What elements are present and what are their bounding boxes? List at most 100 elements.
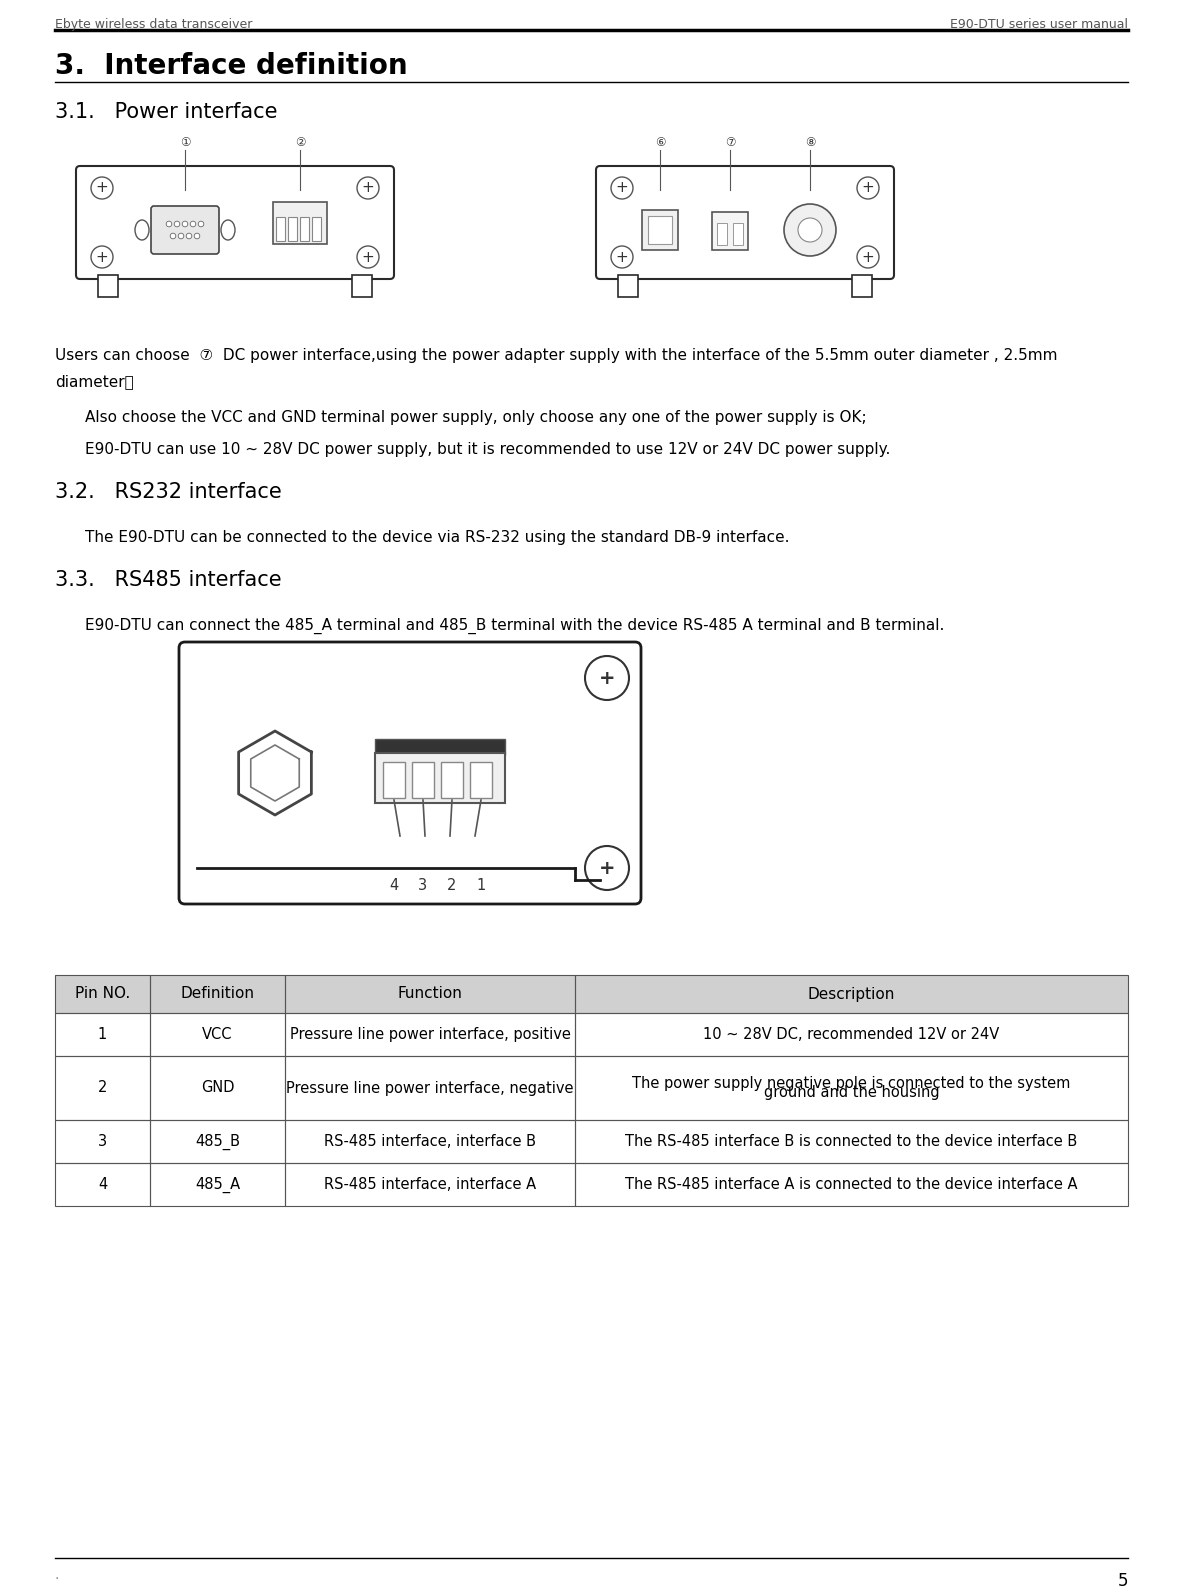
Text: ⑥: ⑥ bbox=[654, 136, 665, 148]
Bar bbox=[375, 753, 505, 803]
Bar bbox=[717, 223, 728, 246]
Text: Also choose the VCC and GND terminal power supply, only choose any one of the po: Also choose the VCC and GND terminal pow… bbox=[85, 410, 867, 425]
Text: VCC: VCC bbox=[202, 1026, 233, 1042]
Bar bbox=[98, 275, 118, 297]
Text: Function: Function bbox=[397, 986, 463, 1002]
Text: 485_A: 485_A bbox=[195, 1176, 240, 1192]
Text: Description: Description bbox=[808, 986, 896, 1002]
Text: 4: 4 bbox=[98, 1176, 108, 1192]
Text: 3.3.   RS485 interface: 3.3. RS485 interface bbox=[54, 570, 282, 591]
Bar bbox=[54, 1013, 150, 1057]
Text: RS-485 interface, interface B: RS-485 interface, interface B bbox=[324, 1135, 536, 1149]
FancyBboxPatch shape bbox=[596, 166, 894, 279]
Bar bbox=[54, 1120, 150, 1163]
Bar bbox=[575, 975, 1129, 1013]
Circle shape bbox=[194, 233, 200, 239]
Bar bbox=[383, 761, 405, 798]
Circle shape bbox=[199, 222, 203, 227]
Text: 3: 3 bbox=[419, 878, 427, 894]
Bar bbox=[150, 1057, 285, 1120]
Circle shape bbox=[856, 177, 879, 200]
Circle shape bbox=[182, 222, 188, 227]
Text: +: + bbox=[861, 249, 874, 265]
Text: Ebyte wireless data transceiver: Ebyte wireless data transceiver bbox=[54, 18, 252, 30]
Ellipse shape bbox=[135, 220, 149, 239]
FancyBboxPatch shape bbox=[76, 166, 394, 279]
Text: 4: 4 bbox=[389, 878, 399, 894]
Bar bbox=[285, 1163, 575, 1207]
Bar bbox=[733, 223, 743, 246]
Bar bbox=[285, 1057, 575, 1120]
Circle shape bbox=[856, 246, 879, 268]
Text: 10 ~ 28V DC, recommended 12V or 24V: 10 ~ 28V DC, recommended 12V or 24V bbox=[704, 1026, 1000, 1042]
Text: E90-DTU can connect the 485_A terminal and 485_B terminal with the device RS-485: E90-DTU can connect the 485_A terminal a… bbox=[85, 618, 944, 634]
Bar bbox=[54, 1163, 150, 1207]
Bar bbox=[575, 1013, 1129, 1057]
Circle shape bbox=[179, 233, 183, 239]
Text: The E90-DTU can be connected to the device via RS-232 using the standard DB-9 in: The E90-DTU can be connected to the devi… bbox=[85, 530, 789, 544]
Bar bbox=[287, 217, 297, 241]
Text: E90-DTU can use 10 ~ 28V DC power supply, but it is recommended to use 12V or 24: E90-DTU can use 10 ~ 28V DC power supply… bbox=[85, 442, 891, 456]
Circle shape bbox=[784, 204, 836, 255]
Text: ⑦: ⑦ bbox=[725, 136, 736, 148]
FancyBboxPatch shape bbox=[179, 642, 641, 903]
Bar bbox=[575, 1163, 1129, 1207]
Text: 3: 3 bbox=[98, 1135, 108, 1149]
Bar bbox=[618, 275, 638, 297]
Text: +: + bbox=[362, 180, 374, 195]
Text: 5: 5 bbox=[1118, 1572, 1129, 1590]
Text: +: + bbox=[615, 249, 628, 265]
Circle shape bbox=[91, 177, 114, 200]
Text: +: + bbox=[861, 180, 874, 195]
Bar bbox=[54, 975, 150, 1013]
Text: The power supply negative pole is connected to the system: The power supply negative pole is connec… bbox=[632, 1076, 1071, 1092]
Text: ②: ② bbox=[295, 136, 305, 148]
Text: 2: 2 bbox=[98, 1080, 108, 1095]
Text: 1: 1 bbox=[477, 878, 486, 894]
Bar bbox=[852, 275, 872, 297]
Text: 1: 1 bbox=[98, 1026, 108, 1042]
Circle shape bbox=[357, 246, 379, 268]
Bar bbox=[150, 975, 285, 1013]
Bar bbox=[273, 203, 327, 244]
Bar bbox=[54, 975, 1129, 1013]
Bar bbox=[285, 1013, 575, 1057]
Text: GND: GND bbox=[201, 1080, 234, 1095]
FancyBboxPatch shape bbox=[151, 206, 219, 254]
Bar bbox=[648, 215, 672, 244]
Bar bbox=[312, 217, 321, 241]
Text: +: + bbox=[615, 180, 628, 195]
Text: Pressure line power interface, negative: Pressure line power interface, negative bbox=[286, 1080, 574, 1095]
Text: ·: · bbox=[54, 1572, 59, 1586]
Text: +: + bbox=[599, 859, 615, 878]
Bar bbox=[712, 212, 748, 251]
Bar bbox=[285, 975, 575, 1013]
Text: Definition: Definition bbox=[181, 986, 254, 1002]
Text: diameter；: diameter； bbox=[54, 373, 134, 389]
Bar bbox=[575, 1057, 1129, 1120]
Text: Pressure line power interface, positive: Pressure line power interface, positive bbox=[290, 1026, 570, 1042]
Bar bbox=[54, 1057, 150, 1120]
Bar bbox=[353, 275, 371, 297]
Circle shape bbox=[610, 246, 633, 268]
Circle shape bbox=[586, 846, 629, 891]
Circle shape bbox=[586, 656, 629, 701]
Bar bbox=[375, 739, 505, 755]
Text: ①: ① bbox=[180, 136, 190, 148]
Circle shape bbox=[170, 233, 176, 239]
Bar bbox=[150, 1120, 285, 1163]
Circle shape bbox=[799, 219, 822, 243]
Circle shape bbox=[166, 222, 172, 227]
Bar bbox=[642, 211, 678, 251]
Text: RS-485 interface, interface A: RS-485 interface, interface A bbox=[324, 1176, 536, 1192]
Bar bbox=[150, 1163, 285, 1207]
Text: +: + bbox=[96, 249, 109, 265]
Text: 3.  Interface definition: 3. Interface definition bbox=[54, 53, 408, 80]
Bar bbox=[300, 217, 309, 241]
Text: The RS-485 interface A is connected to the device interface A: The RS-485 interface A is connected to t… bbox=[626, 1176, 1078, 1192]
Circle shape bbox=[174, 222, 180, 227]
Ellipse shape bbox=[221, 220, 235, 239]
Text: 2: 2 bbox=[447, 878, 457, 894]
Bar bbox=[470, 761, 492, 798]
Text: Users can choose  ⑦  DC power interface,using the power adapter supply with the : Users can choose ⑦ DC power interface,us… bbox=[54, 348, 1058, 362]
